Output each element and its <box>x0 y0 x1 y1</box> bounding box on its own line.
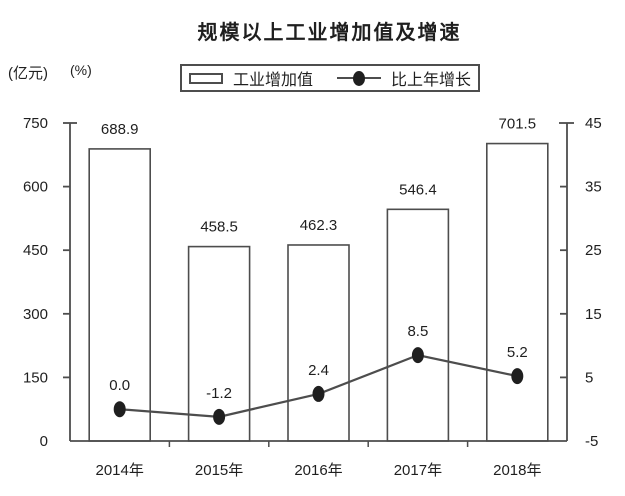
x-axis-label-2016年: 2016年 <box>294 462 342 479</box>
line-marker-2015年 <box>213 408 226 425</box>
x-axis-label-2014年: 2014年 <box>96 462 144 479</box>
line-value-label-2015年: -1.2 <box>206 385 232 402</box>
left-axis-label-150: 150 <box>23 369 48 386</box>
x-axis-label-2017年: 2017年 <box>394 462 442 479</box>
left-axis-label-0: 0 <box>40 433 48 450</box>
legend-label-line: 比上年增长 <box>391 72 472 89</box>
right-axis-label-45: 45 <box>585 115 602 132</box>
line-marker-2016年 <box>312 385 325 402</box>
line-value-label-2018年: 5.2 <box>507 344 528 361</box>
bar-value-label-2014年: 688.9 <box>101 121 139 138</box>
left-axis-label-450: 450 <box>23 242 48 259</box>
bar-value-label-2015年: 458.5 <box>200 219 238 236</box>
line-legend-swatch-icon <box>337 70 381 86</box>
line-marker-2017年 <box>411 347 424 364</box>
left-axis-label-750: 750 <box>23 115 48 132</box>
right-axis-unit: (%) <box>70 62 92 78</box>
legend-label-bar: 工业增加值 <box>232 72 313 89</box>
bar-2018年 <box>485 142 549 442</box>
x-axis-label-2015年: 2015年 <box>195 462 243 479</box>
right-axis-label-5: 5 <box>585 369 593 386</box>
bar-value-label-2018年: 701.5 <box>499 116 537 133</box>
bar-2015年 <box>187 245 251 442</box>
line-value-label-2014年: 0.0 <box>109 377 130 394</box>
legend: 工业增加值 比上年增长 <box>180 64 480 92</box>
left-axis-label-600: 600 <box>23 179 48 196</box>
bar-2017年 <box>386 208 450 442</box>
line-marker-2014年 <box>113 401 126 418</box>
bar-2014年 <box>88 148 151 442</box>
left-axis-label-300: 300 <box>23 306 48 323</box>
chart-title: 规模以上工业增加值及增速 <box>197 22 462 44</box>
bar-legend-swatch-icon <box>188 72 223 84</box>
line-marker-2018年 <box>511 368 524 385</box>
bar-2016年 <box>287 244 350 442</box>
line-value-label-2017年: 8.5 <box>407 323 428 340</box>
right-axis-label--5: -5 <box>585 433 598 450</box>
right-axis-label-25: 25 <box>585 242 602 259</box>
left-axis-unit: (亿元) <box>8 65 48 82</box>
bar-value-label-2017年: 546.4 <box>399 181 437 198</box>
bar-value-label-2016年: 462.3 <box>300 217 338 234</box>
right-axis-label-35: 35 <box>585 179 602 196</box>
legend-line-dot-icon <box>353 70 365 86</box>
right-axis-label-15: 15 <box>585 306 602 323</box>
x-axis-label-2018年: 2018年 <box>493 462 541 479</box>
line-value-label-2016年: 2.4 <box>308 362 329 379</box>
